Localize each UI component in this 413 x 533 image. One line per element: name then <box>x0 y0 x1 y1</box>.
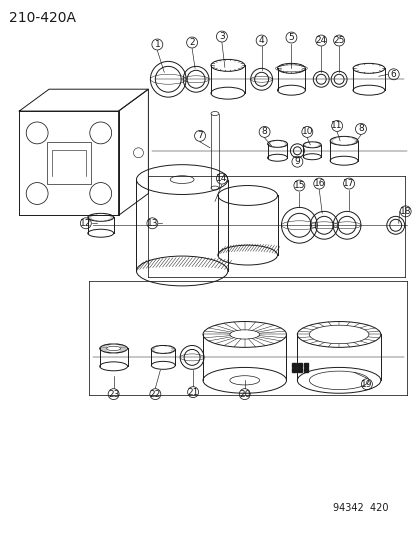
Bar <box>47 142 90 183</box>
Text: 7: 7 <box>197 131 202 140</box>
Text: 11: 11 <box>330 122 342 131</box>
Text: 9: 9 <box>294 157 299 166</box>
Text: 6: 6 <box>390 70 396 79</box>
Text: 22: 22 <box>150 390 161 399</box>
Text: 210-420A: 210-420A <box>9 11 76 25</box>
Text: 20: 20 <box>238 390 250 399</box>
Text: 21: 21 <box>187 387 198 397</box>
Text: 25: 25 <box>332 36 344 45</box>
Text: 23: 23 <box>108 390 119 399</box>
Text: 13: 13 <box>146 219 158 228</box>
Text: 24: 24 <box>315 36 326 45</box>
Text: 10: 10 <box>301 127 312 136</box>
Text: 4: 4 <box>258 36 264 45</box>
Text: 1: 1 <box>154 40 160 49</box>
Text: 94342  420: 94342 420 <box>332 503 388 513</box>
Text: 8: 8 <box>261 127 267 136</box>
Text: 14: 14 <box>216 174 227 183</box>
Text: 15: 15 <box>293 181 304 190</box>
Text: 2: 2 <box>189 38 195 47</box>
Text: 16: 16 <box>313 179 324 188</box>
Text: 19: 19 <box>360 379 372 389</box>
Text: 5: 5 <box>288 33 294 42</box>
Text: 18: 18 <box>399 207 411 216</box>
Text: 12: 12 <box>80 219 91 228</box>
Text: 17: 17 <box>342 179 354 188</box>
Text: 8: 8 <box>357 124 363 133</box>
Text: 3: 3 <box>218 32 224 41</box>
